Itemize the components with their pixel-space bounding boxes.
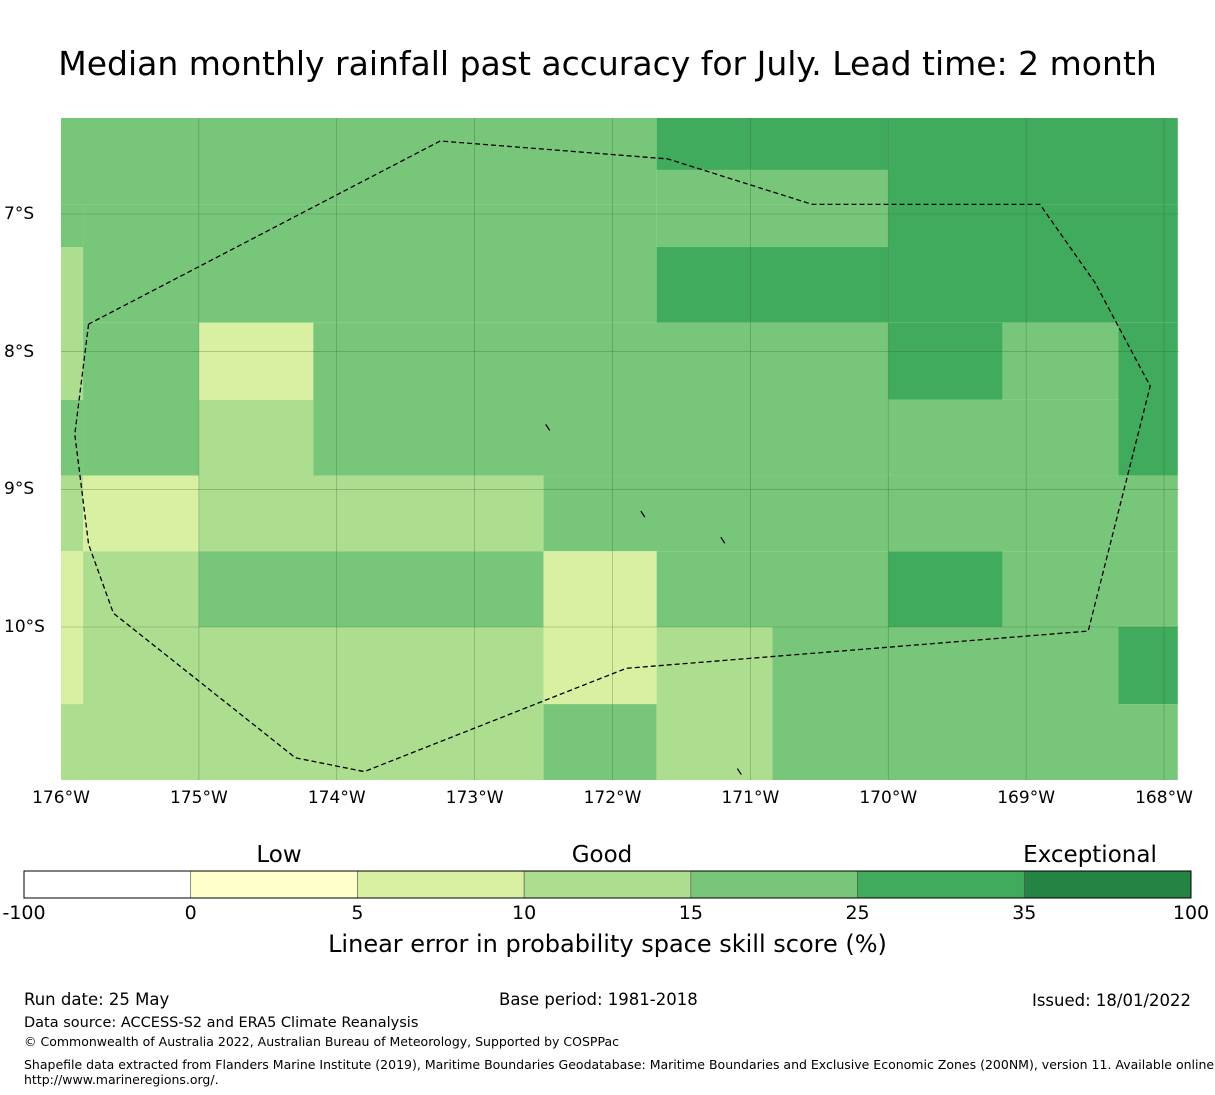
latitude-tick-label: 7°S [4, 204, 35, 224]
grid-cell [656, 118, 889, 170]
longitude-tick-label: 169°W [997, 788, 1056, 808]
colorbar-label: Linear error in probability space skill … [328, 930, 887, 958]
latitude-tick-label: 8°S [4, 341, 35, 362]
grid-cell [656, 627, 773, 780]
latitude-tick-label: 9°S [4, 479, 35, 500]
grid-cell [656, 204, 889, 248]
shapefile-credit: Shapefile data extracted from Flanders M… [24, 1057, 1215, 1072]
longitude-tick-label: 168°W [1135, 788, 1193, 808]
grid-cell [83, 204, 657, 323]
grid-cell [656, 247, 889, 323]
colorbar-outline [23, 870, 1192, 899]
colorbar-segment [190, 870, 358, 899]
grid-cell [1002, 551, 1178, 627]
page-title: Median monthly rainfall past accuracy fo… [58, 44, 1157, 83]
rainfall-skill-map [61, 118, 1179, 780]
colorbar-segment [857, 870, 1025, 899]
grid-cell [888, 551, 1003, 627]
grid-cell [61, 247, 84, 400]
island-outline [736, 768, 742, 775]
grid-cell [888, 399, 1119, 476]
colorbar-tick-label: 5 [351, 902, 364, 924]
colorbar-segment [523, 870, 692, 899]
colorbar-tick-label: 25 [845, 902, 870, 924]
grid-cell [61, 118, 657, 205]
longitude-tick-label: 170°W [859, 788, 918, 808]
grid-cell [1118, 322, 1178, 476]
longitude-tick-label: 175°W [169, 788, 228, 808]
grid-cell [1118, 627, 1178, 705]
colorbar-tick-label: 10 [512, 902, 537, 924]
grid-cell [83, 627, 544, 780]
grid-cell [888, 118, 1178, 205]
island-outline [545, 424, 551, 431]
grid-cell [198, 551, 544, 627]
grid-cell [61, 399, 84, 476]
grid-cell [888, 204, 1178, 323]
longitude-tick-label: 171°W [721, 788, 780, 808]
island-outline [720, 536, 726, 544]
colorbar-tick-label: 15 [678, 902, 703, 924]
colorbar [23, 870, 1192, 899]
grid-cell [83, 475, 199, 552]
longitude-tick-label: 173°W [445, 788, 504, 808]
grid-cell [656, 551, 889, 627]
grid-cell [313, 322, 889, 476]
grid-cell [61, 475, 84, 552]
colorbar-segment [357, 870, 525, 899]
colorbar-tick-label: 100 [1172, 902, 1210, 924]
grid-cell [888, 322, 1003, 400]
category-low: Low [256, 842, 302, 868]
grid-cell [198, 475, 544, 552]
longitude-tick-label: 174°W [307, 788, 366, 808]
graticule [61, 118, 1179, 780]
grid-cell [198, 399, 314, 476]
colorbar-segment [23, 870, 192, 899]
eez-boundary [74, 140, 1151, 773]
grid-cell [543, 475, 1178, 552]
island-outline [640, 510, 646, 518]
colorbar-tick-label: 35 [1012, 902, 1037, 924]
grid-cell [656, 169, 889, 205]
latitude-tick-label: 10°S [4, 617, 45, 637]
grid-cell [543, 704, 657, 780]
skill-grid [61, 118, 1178, 780]
grid-cell [83, 322, 199, 476]
grid-cell [198, 322, 314, 400]
grid-cell [83, 551, 199, 627]
grid-cell [1002, 322, 1119, 400]
grid-cell [61, 551, 84, 705]
shapefile-url[interactable]: http://www.marineregions.org/. [24, 1072, 219, 1087]
issued-date: Issued: 18/01/2022 [1031, 991, 1191, 1010]
base-period: Base period: 1981-2018 [499, 990, 698, 1009]
data-source: Data source: ACCESS-S2 and ERA5 Climate … [24, 1015, 419, 1031]
islands [545, 424, 742, 775]
colorbar-tick-label: -100 [2, 902, 46, 924]
run-date: Run date: 25 May [24, 990, 170, 1009]
grid-cell [1118, 704, 1178, 780]
colorbar-segment [1023, 870, 1192, 899]
category-exceptional: Exceptional [1023, 842, 1157, 868]
grid-cell [61, 204, 84, 248]
grid-cell [61, 704, 84, 780]
colorbar-segment [690, 870, 858, 899]
longitude-tick-label: 176°W [32, 788, 90, 808]
category-good: Good [571, 842, 633, 868]
copyright: © Commonwealth of Australia 2022, Austra… [24, 1034, 619, 1049]
longitude-tick-label: 172°W [583, 788, 642, 808]
colorbar-tick-label: 0 [184, 902, 197, 924]
